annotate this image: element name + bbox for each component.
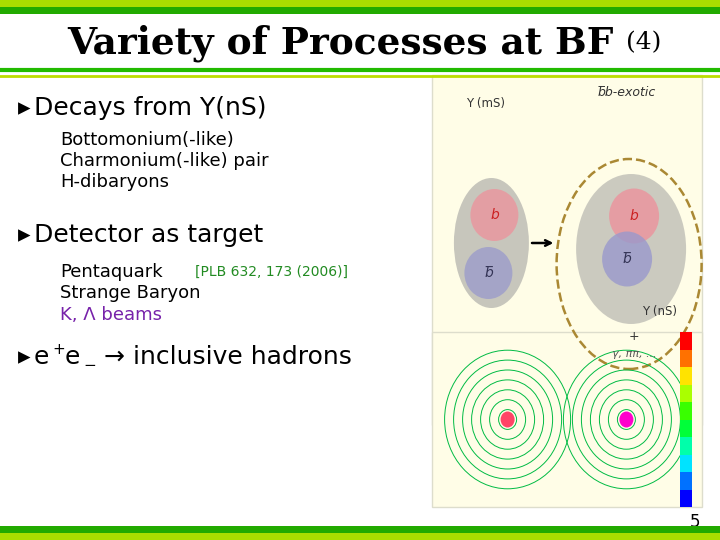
Bar — [680, 420, 692, 437]
Bar — [0, 0, 720, 7]
Bar — [680, 332, 692, 349]
Text: e: e — [34, 345, 50, 369]
Text: K, Λ beams: K, Λ beams — [60, 306, 162, 324]
Text: b: b — [630, 209, 639, 223]
Bar — [680, 367, 692, 384]
Ellipse shape — [602, 232, 652, 287]
Bar — [0, 533, 720, 540]
Text: Y (nS): Y (nS) — [642, 306, 677, 319]
Text: ▸: ▸ — [18, 223, 30, 247]
Text: (4): (4) — [626, 31, 662, 55]
Bar — [432, 332, 702, 507]
Text: Y (mS): Y (mS) — [467, 97, 505, 110]
Text: Bottomonium(-like): Bottomonium(-like) — [60, 131, 234, 149]
Text: ▸: ▸ — [18, 96, 30, 120]
Text: Strange Baryon: Strange Baryon — [60, 284, 200, 302]
Bar — [0, 7, 720, 14]
Bar — [680, 384, 692, 402]
Bar — [680, 402, 692, 420]
Bar — [432, 75, 702, 425]
Ellipse shape — [576, 174, 686, 324]
Text: Variety of Processes at BF: Variety of Processes at BF — [67, 24, 613, 62]
Bar — [680, 489, 692, 507]
Text: −: − — [83, 357, 96, 373]
Text: Decays from Y(nS): Decays from Y(nS) — [34, 96, 266, 120]
Ellipse shape — [464, 247, 513, 299]
Bar — [680, 437, 692, 455]
Text: b̅: b̅ — [484, 266, 492, 280]
Text: [PLB 632, 173 (2006)]: [PLB 632, 173 (2006)] — [195, 265, 348, 279]
Ellipse shape — [619, 411, 634, 428]
Text: +: + — [629, 329, 639, 342]
Text: b: b — [490, 208, 499, 222]
Text: Charmonium(-like) pair: Charmonium(-like) pair — [60, 152, 269, 170]
Bar — [680, 472, 692, 489]
Ellipse shape — [609, 188, 659, 244]
Ellipse shape — [454, 178, 529, 308]
Text: +: + — [52, 341, 65, 356]
Text: ▸: ▸ — [18, 345, 30, 369]
Text: → inclusive hadrons: → inclusive hadrons — [96, 345, 352, 369]
Text: H-dibaryons: H-dibaryons — [60, 173, 169, 191]
Bar — [680, 349, 692, 367]
Bar — [0, 526, 720, 533]
Bar — [680, 455, 692, 472]
Text: 5: 5 — [690, 513, 700, 531]
Ellipse shape — [470, 189, 518, 241]
Text: b̅: b̅ — [623, 252, 631, 266]
Text: γ, ππ, ...: γ, ππ, ... — [612, 349, 657, 359]
Text: b̅b-exotic: b̅b-exotic — [598, 86, 655, 99]
Text: e: e — [65, 345, 81, 369]
Ellipse shape — [500, 411, 515, 428]
Text: Pentaquark: Pentaquark — [60, 263, 163, 281]
Text: Detector as target: Detector as target — [34, 223, 264, 247]
